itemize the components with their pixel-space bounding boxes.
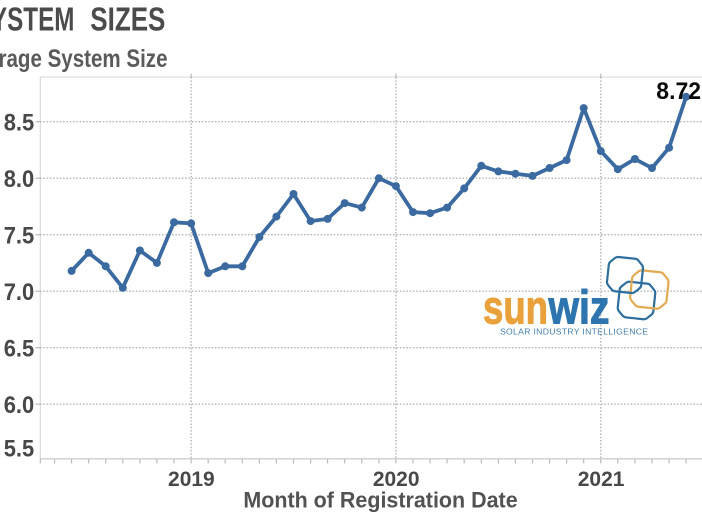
svg-text:Month of Registration Date: Month of Registration Date: [243, 487, 517, 512]
svg-text:8.0: 8.0: [4, 167, 35, 193]
svg-text:YSTEM: YSTEM: [0, 2, 74, 39]
svg-text:6.0: 6.0: [4, 393, 35, 419]
svg-text:6.5: 6.5: [4, 337, 35, 363]
svg-text:2021: 2021: [578, 467, 625, 491]
svg-text:8.72: 8.72: [656, 78, 701, 105]
svg-text:SIZES: SIZES: [90, 2, 165, 39]
svg-text:5.5: 5.5: [4, 436, 35, 462]
svg-text:wiz: wiz: [548, 280, 610, 333]
svg-text:SOLAR INDUSTRY INTELLIGENCE: SOLAR INDUSTRY INTELLIGENCE: [500, 327, 648, 337]
svg-text:8.5: 8.5: [4, 111, 35, 137]
svg-text:rage System Size: rage System Size: [0, 45, 168, 73]
svg-text:sun: sun: [483, 280, 548, 333]
svg-text:2020: 2020: [373, 467, 420, 491]
svg-text:2019: 2019: [168, 467, 215, 491]
svg-text:7.0: 7.0: [4, 280, 35, 306]
svg-text:7.5: 7.5: [4, 224, 35, 250]
